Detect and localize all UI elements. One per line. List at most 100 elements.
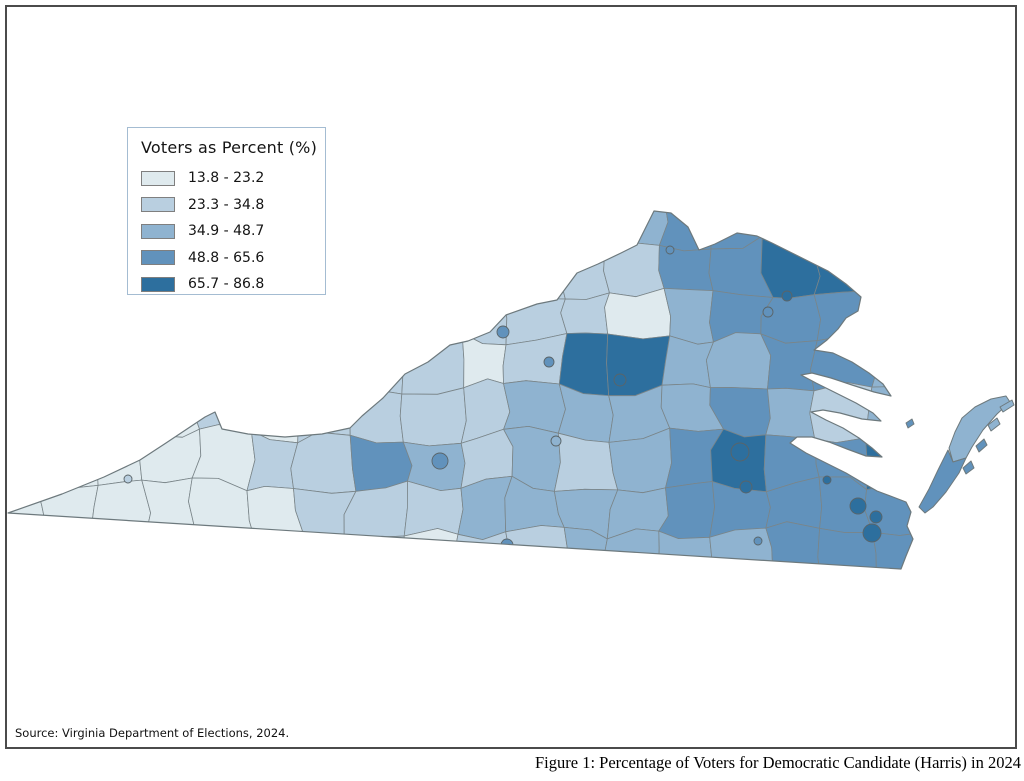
legend-entry: 48.8 - 65.6	[141, 245, 325, 272]
county-cell	[813, 289, 880, 342]
legend-entry-label: 23.3 - 34.8	[188, 196, 265, 213]
county-cell	[246, 534, 306, 569]
eastern-shore-island	[962, 460, 975, 475]
county-cell	[872, 531, 913, 569]
figure-caption: Figure 1: Percentage of Voters for Democ…	[535, 753, 1021, 772]
county-cell	[38, 296, 92, 341]
eastern-shore-island	[905, 418, 915, 429]
county-cell	[970, 524, 1024, 589]
city-dot	[665, 245, 675, 255]
county-cell	[503, 380, 566, 434]
city-dot	[822, 475, 832, 485]
county-cell	[247, 290, 301, 342]
county-cell	[457, 242, 512, 302]
county-cell	[765, 387, 816, 440]
county-cell	[403, 528, 459, 569]
city-dot	[762, 306, 774, 318]
county-cell	[349, 286, 416, 347]
county-cell	[192, 381, 252, 432]
county-cell	[658, 530, 719, 569]
city-dot	[496, 325, 510, 339]
county-cell	[871, 288, 913, 341]
eastern-shore-island	[999, 399, 1015, 413]
city-dot	[613, 373, 627, 387]
county-cell	[457, 211, 511, 248]
county-cell	[294, 332, 358, 397]
city-dot	[862, 523, 882, 543]
county-cell	[8, 336, 47, 393]
county-cell	[964, 294, 1024, 347]
county-cell	[917, 336, 982, 400]
county-cell	[8, 284, 45, 341]
legend-entry: 65.7 - 86.8	[141, 271, 325, 298]
county-cell	[141, 334, 200, 386]
legend-entry-label: 13.8 - 23.2	[188, 170, 265, 187]
legend-entry: 34.9 - 48.7	[141, 218, 325, 245]
county-cell	[661, 335, 714, 389]
city-dot	[753, 536, 763, 546]
legend-entry: 13.8 - 23.2	[141, 165, 325, 192]
county-cell	[603, 242, 665, 298]
county-cell	[8, 381, 48, 439]
county-cell	[706, 332, 772, 390]
county-cell	[811, 246, 880, 296]
county-cell	[290, 431, 357, 494]
county-cell	[145, 527, 197, 569]
county-cell	[141, 477, 197, 535]
county-cell	[34, 381, 96, 435]
county-cell	[811, 211, 877, 250]
county-cell	[869, 211, 913, 252]
eastern-shore-south	[918, 449, 967, 514]
city-dot	[869, 510, 883, 524]
legend-entry-label: 34.9 - 48.7	[188, 223, 265, 240]
county-cell	[90, 479, 152, 535]
county-cell	[238, 331, 301, 390]
city-dot	[123, 474, 133, 484]
county-cell	[8, 526, 53, 569]
city-dot	[550, 435, 562, 447]
county-cell	[32, 211, 87, 253]
city-dot	[431, 452, 449, 470]
county-cell	[604, 211, 669, 246]
county-cell	[398, 237, 461, 297]
county-cell	[292, 293, 358, 342]
county-cell	[8, 433, 37, 488]
county-cell	[875, 246, 913, 300]
legend-swatch	[141, 223, 175, 239]
legend-entry-label: 65.7 - 86.8	[188, 276, 265, 293]
county-cell	[971, 246, 1024, 300]
county-cell	[349, 390, 404, 444]
county-cell	[552, 211, 616, 244]
eastern-shore-island	[987, 417, 1001, 432]
county-cell	[809, 382, 873, 444]
county-cell	[403, 480, 464, 537]
legend: Voters as Percent (%) 13.8 - 23.2 23.3 - …	[127, 127, 326, 295]
county-cell	[760, 235, 821, 299]
county-cell	[8, 244, 40, 299]
county-cell	[36, 484, 99, 537]
county-cell	[922, 248, 977, 299]
city-dot	[543, 356, 555, 368]
county-cell	[925, 199, 976, 250]
city-dot	[739, 480, 753, 494]
county-cell	[765, 521, 821, 569]
county-cell	[920, 528, 979, 587]
county-cell	[604, 287, 671, 340]
county-cell	[139, 379, 200, 438]
county-cell	[865, 434, 913, 491]
county-cell	[552, 238, 610, 300]
legend-title: Voters as Percent (%)	[141, 138, 318, 157]
legend-swatch	[141, 276, 175, 292]
county-cell	[454, 295, 508, 346]
county-cell	[970, 481, 1024, 528]
county-cell	[401, 332, 465, 395]
county-cell	[505, 525, 568, 569]
county-cell	[554, 432, 619, 492]
county-cell	[968, 334, 1024, 402]
county-cell	[193, 331, 249, 389]
county-cell	[761, 211, 819, 249]
county-cell	[83, 287, 148, 340]
county-cell	[348, 332, 409, 395]
legend-entry: 23.3 - 34.8	[141, 192, 325, 219]
